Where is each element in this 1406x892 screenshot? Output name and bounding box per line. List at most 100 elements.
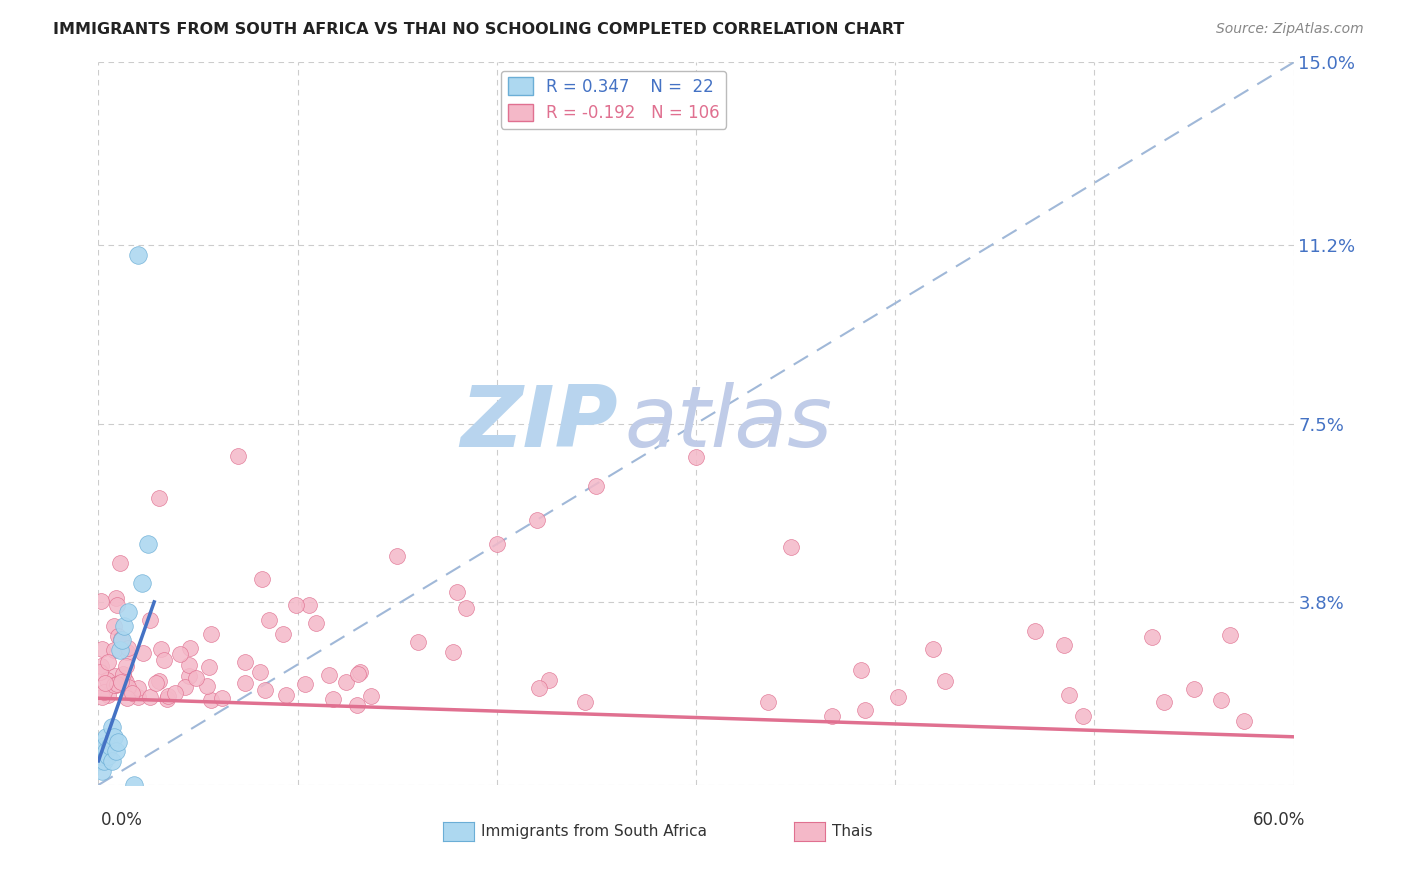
Point: [285, 598, 308, 612]
Point: [179, 640, 201, 655]
Point: [136, 537, 159, 551]
Point: [105, 744, 128, 758]
Point: [91, 764, 114, 778]
Point: [121, 686, 143, 700]
Text: Thais: Thais: [832, 824, 873, 838]
Point: [1053, 638, 1076, 652]
Point: [184, 671, 207, 685]
Point: [211, 690, 233, 705]
Point: [298, 599, 321, 613]
Point: [408, 635, 430, 649]
Point: [1182, 681, 1205, 696]
Point: [1140, 630, 1163, 644]
Text: ZIP: ZIP: [461, 382, 619, 466]
Point: [103, 619, 125, 633]
Point: [110, 632, 132, 646]
Point: [934, 673, 956, 688]
Point: [107, 734, 129, 748]
Point: [111, 667, 134, 681]
Point: [93, 685, 115, 699]
Point: [105, 599, 128, 613]
Point: [89, 754, 111, 768]
Point: [117, 605, 139, 619]
Point: [127, 690, 149, 705]
Point: [110, 643, 132, 657]
Point: [90, 642, 112, 657]
Legend: R = 0.347    N =  22, R = -0.192   N = 106: R = 0.347 N = 22, R = -0.192 N = 106: [501, 70, 727, 128]
Point: [114, 674, 136, 689]
Point: [249, 665, 271, 680]
Point: [90, 690, 112, 705]
Point: [101, 720, 124, 734]
Point: [233, 676, 256, 690]
Point: [537, 673, 560, 687]
Point: [96, 730, 118, 744]
Point: [1024, 624, 1046, 638]
Point: [851, 663, 873, 677]
Point: [90, 659, 112, 673]
Point: [200, 693, 222, 707]
Point: [105, 677, 128, 691]
Point: [110, 675, 132, 690]
Text: IMMIGRANTS FROM SOUTH AFRICA VS THAI NO SCHOOLING COMPLETED CORRELATION CHART: IMMIGRANTS FROM SOUTH AFRICA VS THAI NO …: [53, 22, 904, 37]
Point: [177, 669, 200, 683]
Point: [318, 668, 340, 682]
Point: [305, 616, 328, 631]
Point: [385, 549, 408, 564]
Point: [1219, 628, 1241, 642]
Point: [152, 653, 174, 667]
Point: [114, 658, 136, 673]
Point: [97, 655, 120, 669]
Point: [103, 678, 125, 692]
Point: [685, 450, 707, 465]
Point: [124, 778, 146, 792]
Point: [259, 613, 281, 627]
Point: [254, 683, 277, 698]
Point: [127, 248, 149, 262]
Point: [145, 676, 167, 690]
Point: [529, 681, 551, 695]
Point: [112, 671, 135, 685]
Text: 0.0%: 0.0%: [101, 811, 143, 829]
Point: [97, 749, 120, 764]
Point: [94, 676, 117, 690]
Point: [756, 694, 779, 708]
Point: [139, 690, 162, 705]
Point: [271, 626, 294, 640]
Point: [1211, 693, 1233, 707]
Text: Immigrants from South Africa: Immigrants from South Africa: [481, 824, 707, 838]
Point: [127, 681, 149, 696]
Point: [156, 692, 179, 706]
Point: [163, 686, 186, 700]
Point: [138, 613, 160, 627]
Point: [574, 695, 596, 709]
Text: 60.0%: 60.0%: [1253, 811, 1305, 829]
Point: [112, 619, 135, 633]
Point: [179, 658, 201, 673]
Point: [111, 633, 134, 648]
Point: [93, 754, 115, 768]
Text: atlas: atlas: [624, 382, 832, 466]
Point: [585, 479, 607, 493]
Point: [131, 575, 153, 590]
Point: [454, 601, 477, 615]
Point: [922, 642, 945, 657]
Point: [148, 673, 170, 688]
Point: [886, 690, 908, 705]
Point: [294, 677, 316, 691]
Point: [104, 668, 127, 682]
Point: [276, 688, 298, 702]
Point: [198, 660, 221, 674]
Point: [148, 491, 170, 505]
Point: [93, 739, 115, 754]
Point: [96, 673, 118, 688]
Point: [97, 689, 120, 703]
Point: [96, 744, 118, 758]
Point: [104, 591, 127, 606]
Point: [89, 665, 111, 679]
Point: [349, 665, 371, 680]
Point: [335, 674, 357, 689]
Point: [156, 690, 179, 704]
Point: [322, 691, 344, 706]
Point: [360, 689, 382, 703]
